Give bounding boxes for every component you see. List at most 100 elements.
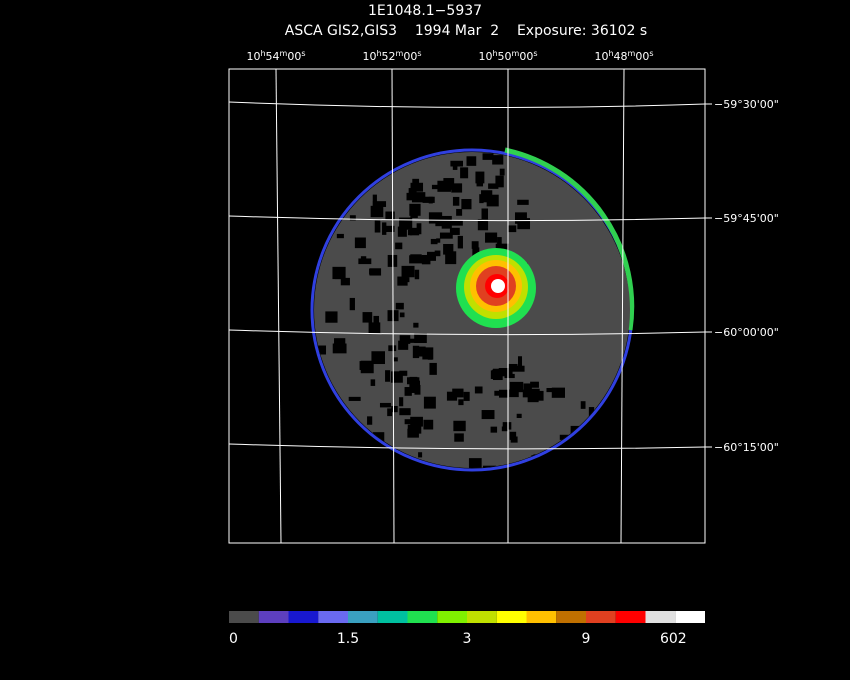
ra-label-part: 10 xyxy=(246,50,260,63)
colorbar-tick-label: 602 xyxy=(660,631,687,647)
noise-patch xyxy=(348,396,361,401)
noise-patch xyxy=(468,458,482,468)
noise-patch xyxy=(369,268,382,276)
noise-patch xyxy=(418,452,423,458)
noise-patch xyxy=(559,434,569,440)
noise-patch xyxy=(546,387,556,393)
colorbar-segment xyxy=(467,611,497,623)
ra-label-part: s xyxy=(301,49,305,58)
noise-patch xyxy=(388,345,397,352)
noise-patch xyxy=(452,163,458,170)
noise-patch xyxy=(445,251,457,265)
colorbar-segment xyxy=(377,611,408,623)
colorbar-segment xyxy=(675,611,705,623)
noise-patch xyxy=(429,362,437,375)
noise-patch xyxy=(336,233,344,239)
noise-patch xyxy=(410,254,422,263)
noise-patch xyxy=(407,229,413,236)
noise-patch xyxy=(382,222,387,235)
noise-patch xyxy=(370,379,376,386)
noise-patch xyxy=(412,345,420,359)
noise-patch xyxy=(481,208,489,220)
noise-patch xyxy=(588,407,595,418)
noise-patch xyxy=(354,237,366,249)
noise-patch xyxy=(372,194,377,207)
source xyxy=(491,279,505,293)
subtitle: ASCA GIS2,GIS3 1994 Mar 2 Exposure: 3610… xyxy=(285,23,647,39)
ra-label-part: 10 xyxy=(594,50,608,63)
ra-label-part: 50 xyxy=(498,50,512,63)
colorbar-tick-label: 3 xyxy=(463,631,472,647)
noise-patch xyxy=(441,215,452,229)
noise-patch xyxy=(395,302,404,310)
noise-patch xyxy=(358,258,372,265)
colorbar-segment xyxy=(288,611,319,623)
noise-patch xyxy=(325,311,338,323)
ra-label-part: 10 xyxy=(362,50,376,63)
ra-label-part: h xyxy=(376,49,381,58)
noise-patch xyxy=(332,343,347,354)
noise-patch xyxy=(371,351,385,365)
colorbar: 0 1.5 3 9 602 xyxy=(229,611,705,647)
noise-patch xyxy=(399,370,408,376)
ra-label-part: m xyxy=(280,49,288,58)
coord-grid xyxy=(228,68,706,544)
noise-patch xyxy=(414,333,427,344)
dec-label: −60°00'00" xyxy=(714,326,779,339)
noise-patch xyxy=(427,251,436,261)
noise-patch xyxy=(452,196,460,206)
noise-patch xyxy=(434,250,441,257)
noise-patch xyxy=(391,405,398,413)
dec-label: −60°15'00" xyxy=(714,441,779,454)
noise-patch xyxy=(332,266,346,280)
noise-patch xyxy=(522,389,534,398)
colorbar-segment xyxy=(526,611,557,623)
noise-patch xyxy=(406,192,419,201)
noise-patch xyxy=(360,360,374,374)
noise-patch xyxy=(409,203,421,216)
noise-patch xyxy=(387,408,393,417)
ra-label-part: s xyxy=(649,49,653,58)
noise-patch xyxy=(482,153,494,160)
ra-label-part: s xyxy=(533,49,537,58)
noise-patch xyxy=(382,225,395,232)
noise-patch xyxy=(492,368,503,381)
noise-patch xyxy=(508,363,518,372)
noise-patch xyxy=(509,389,519,398)
colorbar-segment xyxy=(348,611,378,623)
dec-labels: −59°30'00" −59°45'00" −60°00'00" −60°15'00" xyxy=(705,98,779,454)
noise-patch xyxy=(454,433,464,442)
noise-patch xyxy=(495,243,509,253)
noise-patch xyxy=(414,269,420,280)
noise-patch xyxy=(398,340,409,350)
noise-patch xyxy=(457,235,463,249)
noise-patch xyxy=(450,160,463,167)
noise-patch xyxy=(379,402,391,408)
noise-patch xyxy=(370,205,384,218)
noise-patch xyxy=(451,183,463,193)
noise-patch xyxy=(453,420,466,432)
noise-patch xyxy=(407,424,422,434)
noise-patch xyxy=(390,371,403,383)
noise-patch xyxy=(471,241,479,249)
edge-glow xyxy=(504,147,635,331)
noise-patch xyxy=(490,426,498,433)
noise-patch xyxy=(362,312,373,323)
colorbar-segment xyxy=(645,611,676,623)
noise-patch xyxy=(481,410,495,420)
noise-patch xyxy=(488,183,499,189)
ra-label-part: h xyxy=(492,49,497,58)
ra-labels: 10h54m00s 10h52m00s 10h50m00s 10h48m00s xyxy=(246,49,653,63)
noise-patch xyxy=(435,216,448,227)
noise-patch xyxy=(580,401,586,409)
noise-patch xyxy=(422,347,434,360)
noise-patch xyxy=(439,232,453,239)
ra-label-part: 10 xyxy=(478,50,492,63)
colorbar-segment xyxy=(586,611,616,623)
noise-patch xyxy=(385,211,395,220)
ra-label-part: m xyxy=(628,49,636,58)
noise-patch xyxy=(349,215,356,221)
noise-patch xyxy=(497,237,502,248)
